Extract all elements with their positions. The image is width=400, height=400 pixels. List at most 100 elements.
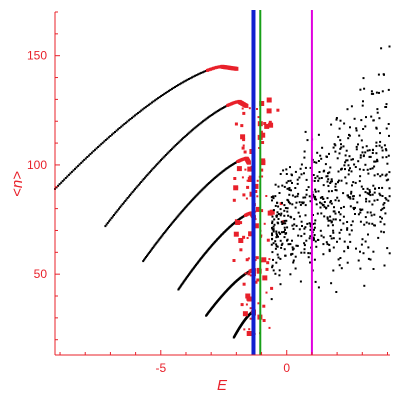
chaotic-black-point <box>376 108 379 111</box>
chaotic-black-point <box>385 103 388 106</box>
chaotic-black-point <box>306 139 309 142</box>
branch-point <box>134 188 136 191</box>
branch-point <box>120 125 123 128</box>
chaotic-black-point <box>360 119 363 122</box>
branch-point <box>194 74 197 77</box>
branch-point <box>125 198 128 201</box>
chaotic-black-point <box>278 231 281 234</box>
chaotic-black-point <box>313 222 316 225</box>
chaotic-red-point <box>256 278 260 282</box>
chaotic-black-point <box>326 155 328 158</box>
branch-point <box>215 65 219 69</box>
chaotic-black-point <box>290 216 293 219</box>
chaotic-black-point <box>364 163 367 166</box>
chaotic-black-point <box>286 210 289 213</box>
chaotic-black-point <box>291 182 293 184</box>
chaotic-black-point <box>376 111 379 114</box>
chaotic-black-point <box>289 179 292 182</box>
chaotic-black-point <box>305 189 308 191</box>
chaotic-black-point <box>365 116 367 119</box>
chaotic-black-point <box>379 140 382 143</box>
chaotic-black-point <box>322 203 325 206</box>
chaotic-black-point <box>283 219 286 222</box>
chaotic-black-point <box>385 127 388 130</box>
chaotic-black-point <box>335 117 338 119</box>
chaotic-black-point <box>275 232 278 235</box>
chaotic-red-point <box>240 124 244 128</box>
branch-point <box>155 241 158 244</box>
branch-point <box>146 254 148 257</box>
chaotic-red-point <box>232 259 236 262</box>
chaotic-black-point <box>324 163 327 166</box>
chaotic-red-point <box>268 120 272 124</box>
chaotic-black-point <box>371 203 374 206</box>
chaotic-black-point <box>317 286 320 289</box>
chaotic-black-point <box>296 244 299 247</box>
chaotic-black-point <box>284 207 287 209</box>
chaotic-black-point <box>333 143 336 146</box>
branch-point <box>154 99 157 102</box>
chaotic-black-point <box>373 165 376 168</box>
chaotic-black-point <box>271 222 274 225</box>
chaotic-red-point <box>256 179 259 182</box>
chaotic-black-point <box>359 175 362 178</box>
chaotic-black-point <box>274 247 277 250</box>
chaotic-black-point <box>315 198 318 201</box>
chaotic-black-point <box>283 226 286 229</box>
chaotic-black-point <box>328 152 330 155</box>
branch-point <box>174 144 177 147</box>
chaotic-black-point <box>309 228 312 231</box>
chaotic-black-point <box>271 266 274 269</box>
branch-point <box>189 130 192 133</box>
chaotic-black-point <box>289 243 292 246</box>
chaotic-black-point <box>277 205 280 208</box>
branch-point <box>131 116 133 119</box>
branch-point <box>137 183 140 186</box>
chaotic-black-point <box>371 152 374 154</box>
chaotic-black-point <box>300 173 303 176</box>
chaotic-black-point <box>274 183 277 186</box>
chaotic-black-point <box>317 160 320 162</box>
chaotic-black-point <box>319 154 322 157</box>
chaotic-black-point <box>375 141 378 144</box>
chaotic-black-point <box>361 208 364 211</box>
chaotic-black-point <box>385 106 388 108</box>
chaotic-black-point <box>381 217 383 220</box>
chaotic-black-point <box>387 154 390 157</box>
branch-point <box>157 97 160 100</box>
branch-point <box>168 226 170 228</box>
chaotic-black-point <box>321 196 324 198</box>
chaotic-black-point <box>351 195 354 198</box>
chaotic-black-point <box>344 168 346 171</box>
chaotic-black-point <box>279 232 282 235</box>
chaotic-black-point <box>355 127 358 130</box>
chaotic-black-point <box>330 237 333 240</box>
chaotic-black-point <box>350 224 353 227</box>
chaotic-black-point <box>364 240 367 243</box>
chaotic-black-point <box>368 191 371 193</box>
branch-point <box>129 118 132 121</box>
chaotic-black-point <box>370 214 373 217</box>
chaotic-black-point <box>366 187 369 190</box>
chaotic-black-point <box>309 166 312 169</box>
branch-point <box>116 209 119 212</box>
chaotic-black-point <box>337 179 340 182</box>
branch-point <box>168 150 171 153</box>
chaotic-black-point <box>376 173 379 176</box>
chaotic-black-point <box>296 178 299 181</box>
chaotic-black-point <box>271 234 274 237</box>
branch-point <box>138 110 141 113</box>
chaotic-black-point <box>339 219 342 222</box>
branch-point <box>109 218 112 221</box>
branch-point <box>89 153 92 156</box>
chaotic-black-point <box>290 189 292 192</box>
chaotic-black-point <box>271 226 273 229</box>
branch-point <box>126 120 129 123</box>
chaotic-black-point <box>387 178 390 181</box>
chaotic-black-point <box>303 244 306 247</box>
chaotic-black-point <box>307 252 310 255</box>
branch-point <box>124 121 127 124</box>
chaotic-black-point <box>284 228 286 231</box>
chaotic-black-point <box>359 267 362 270</box>
branch-point <box>143 107 146 110</box>
